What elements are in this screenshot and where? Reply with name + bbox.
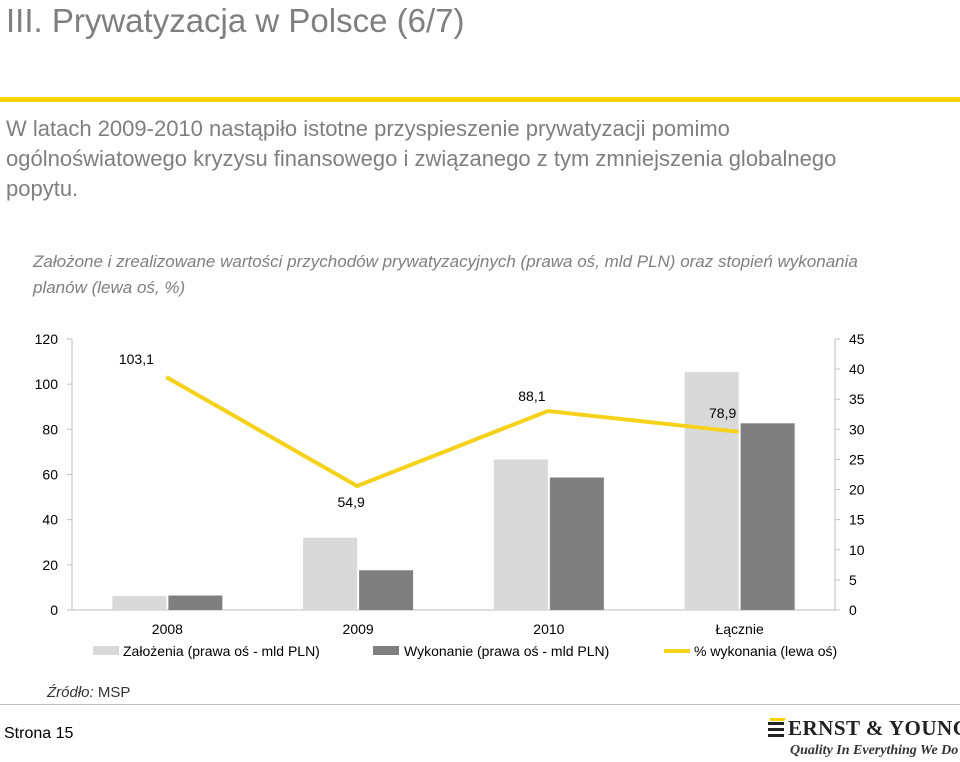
right-tick-label: 0 [849,602,857,618]
right-tick-label: 20 [849,482,865,498]
data-label: 103,1 [119,351,154,367]
title-divider [0,97,960,102]
bar-zalozenia [303,537,358,610]
right-tick-label: 45 [849,331,865,347]
page-number: Strona 15 [4,725,74,742]
left-tick-label: 40 [42,512,58,528]
legend-swatch-wykonanie [373,646,399,655]
bar-zalozenia [112,596,167,610]
source-note: Źródło: MSP [47,684,130,701]
right-tick-label: 35 [849,391,865,407]
x-tick-label: 2010 [533,621,564,637]
bar-zalozenia [684,372,739,610]
bar-wykonanie [549,477,604,610]
left-tick-label: 100 [35,376,59,392]
left-tick-label: 0 [50,602,58,618]
chart-title: Założone i zrealizowane wartości przycho… [33,252,858,297]
legend-label-wykonanie: Wykonanie (prawa oś - mld PLN) [404,643,609,659]
right-tick-label: 5 [849,572,857,588]
left-tick-label: 120 [35,331,59,347]
data-label: 78,9 [709,405,736,421]
x-tick-label: Łącznie [715,621,763,637]
logo-name: ERNST & YOUNG [788,716,960,740]
logo-tagline: Quality In Everything We Do [790,743,959,758]
logo-mark-icon [768,718,786,737]
right-tick-label: 25 [849,451,865,467]
source-label: Źródło: [47,684,94,701]
right-tick-label: 30 [849,421,865,437]
bar-wykonanie [359,570,414,610]
line-wykonanie-pct [165,375,739,489]
right-tick-label: 15 [849,512,865,528]
legend-swatch-zalozenia [93,646,119,655]
left-tick-label: 80 [42,421,58,437]
privatization-chart: 0 20 40 60 80 100 120 0 5 10 15 20 25 30 35 40 45 2008 200… [35,331,865,659]
left-tick-label: 20 [42,557,58,573]
bar-wykonanie [168,595,223,610]
page-title: III. Prywatyzacja w Polsce (6/7) [6,2,465,39]
source-value: MSP [97,684,131,701]
x-tick-label: 2009 [343,621,374,637]
lead-text: W latach 2009-2010 nastąpiło istotne prz… [6,116,837,201]
legend-label-zalozenia: Założenia (prawa oś - mld PLN) [123,643,320,659]
footer-divider [0,704,960,705]
bar-zalozenia [493,459,548,610]
data-label: 54,9 [338,494,365,510]
right-tick-label: 40 [849,361,865,377]
right-tick-label: 10 [849,542,865,558]
legend-label-pct: % wykonania (lewa oś) [694,643,837,659]
bar-wykonanie [740,423,795,610]
left-tick-label: 60 [42,467,58,483]
x-tick-label: 2008 [152,621,183,637]
data-label: 88,1 [518,388,545,404]
company-logo: ERNST & YOUNG Quality In Everything We D… [766,716,960,762]
